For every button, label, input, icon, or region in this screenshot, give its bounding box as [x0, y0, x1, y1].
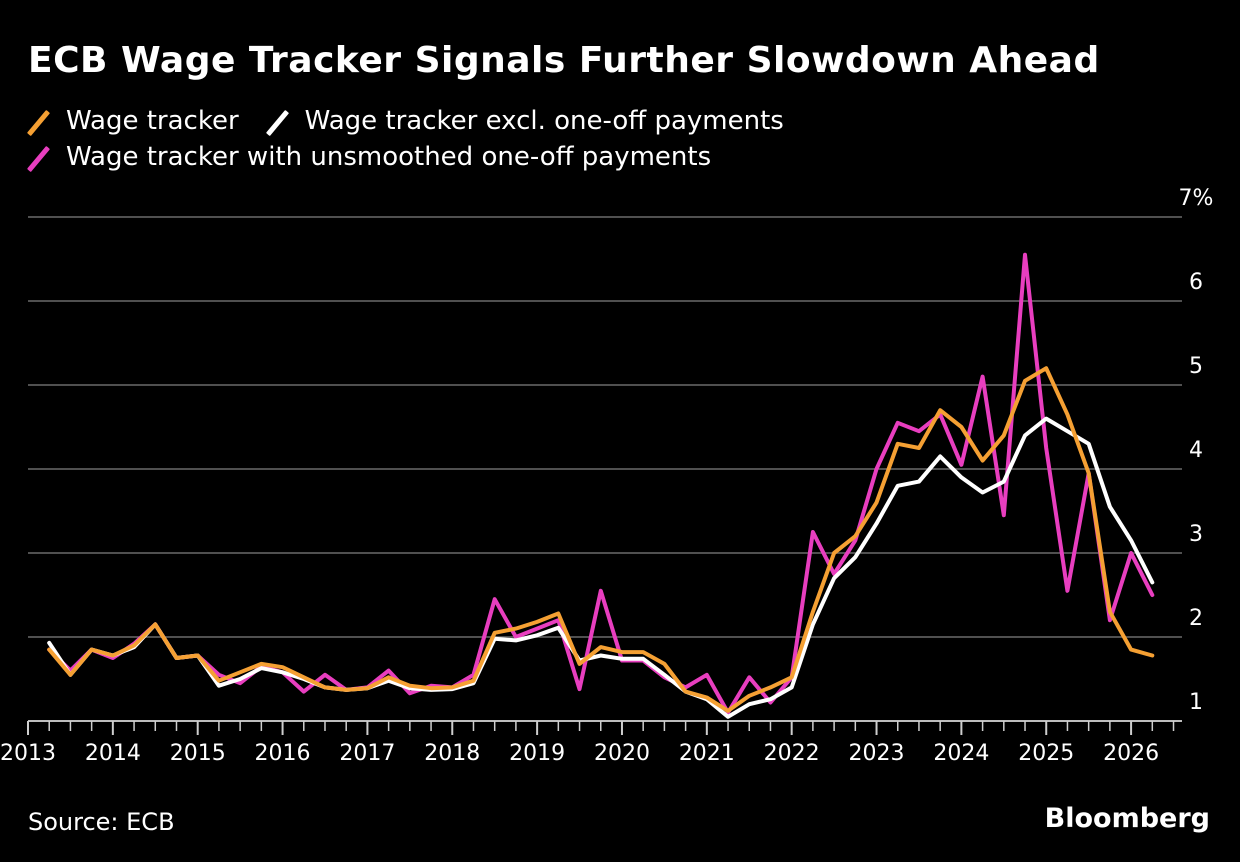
x-tick-label: 2022: [764, 741, 820, 766]
series-line-wage-tracker: [47, 366, 1155, 713]
x-tick-label: 2024: [933, 741, 989, 766]
legend-row-2: Wage tracker with unsmoothed one-off pay…: [28, 142, 739, 172]
x-tick-label: 2017: [339, 741, 395, 766]
bloomberg-logo: Bloomberg: [1044, 803, 1210, 834]
legend-label-excl-one-off: Wage tracker excl. one-off payments: [304, 106, 784, 136]
chart-title: ECB Wage Tracker Signals Further Slowdow…: [28, 40, 1100, 81]
x-tick-label: 2015: [170, 741, 226, 766]
legend-row-1: Wage tracker Wage tracker excl. one-off …: [28, 106, 812, 136]
y-tick-label: 1: [1189, 690, 1203, 715]
legend-item-unsmoothed: Wage tracker with unsmoothed one-off pay…: [28, 142, 711, 172]
x-tick-label: 2013: [0, 741, 56, 766]
legend-item-excl-one-off: Wage tracker excl. one-off payments: [267, 106, 784, 136]
y-tick-label: 5: [1189, 354, 1203, 379]
y-tick-label: 6: [1189, 270, 1203, 295]
source-note: Source: ECB: [28, 808, 175, 836]
series-line-excl-one-off: [47, 416, 1155, 719]
x-tick-label: 2018: [424, 741, 480, 766]
legend-label-unsmoothed: Wage tracker with unsmoothed one-off pay…: [66, 142, 712, 172]
x-tick-label: 2016: [255, 741, 311, 766]
y-tick-label: 3: [1189, 522, 1203, 547]
y-tick-label: 4: [1189, 438, 1203, 463]
x-tick-label: 2025: [1018, 741, 1074, 766]
x-tick-label: 2026: [1103, 741, 1159, 766]
x-tick-label: 2023: [849, 741, 905, 766]
legend-label-wage-tracker: Wage tracker: [66, 106, 239, 136]
x-tick-label: 2020: [594, 741, 650, 766]
x-tick-label: 2014: [85, 741, 141, 766]
x-tick-label: 2021: [679, 741, 735, 766]
y-tick-label: 2: [1189, 606, 1203, 631]
legend-item-wage-tracker: Wage tracker: [28, 106, 239, 136]
y-tick-label: 7%: [1179, 186, 1214, 211]
x-tick-label: 2019: [509, 741, 565, 766]
series-line-unsmoothed: [47, 252, 1155, 715]
